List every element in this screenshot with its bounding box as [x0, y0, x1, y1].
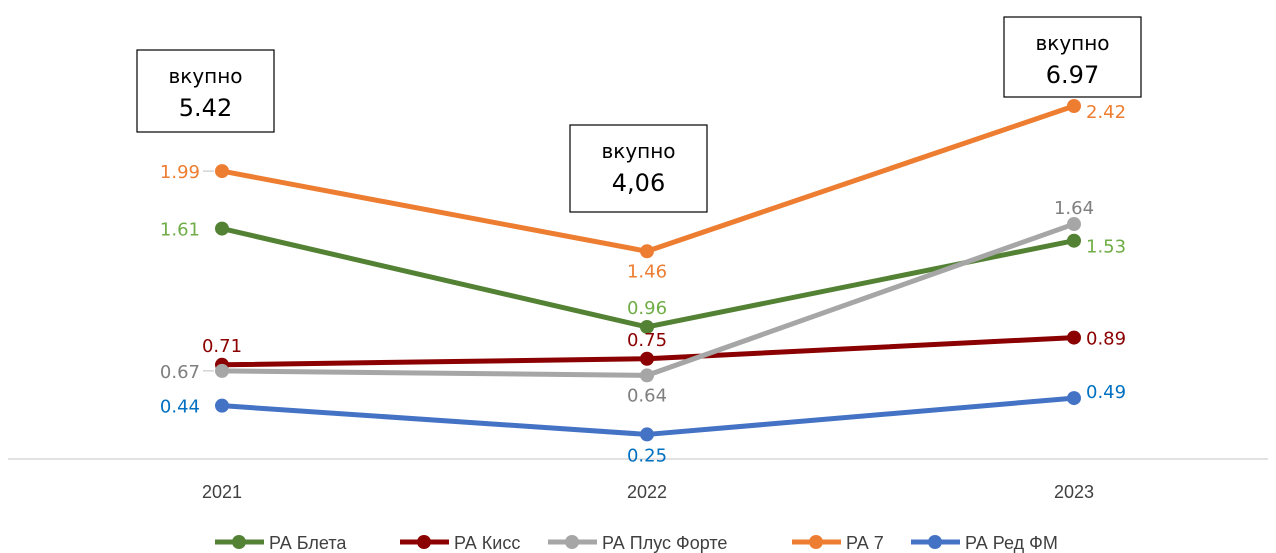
- legend-label-1: РА Кисс: [454, 533, 520, 553]
- data-point-2-0: [215, 363, 229, 378]
- total-box-label-2: вкупно: [1035, 31, 1109, 55]
- legend-label-4: РА Ред ФМ: [965, 533, 1058, 553]
- annotations-group: вкупно 5.42 вкупно 4,06 вкупно 6.97: [136, 16, 1142, 213]
- legend-label-2: РА Плус Форте: [602, 533, 727, 553]
- data-point-4-2: [1067, 391, 1081, 406]
- legend-marker-2: [565, 535, 579, 549]
- data-label-3-2: 2.42: [1086, 102, 1126, 123]
- data-label-2-2: 1.64: [1054, 198, 1094, 219]
- data-point-3-0: [215, 164, 229, 179]
- data-label-0-0: 1.61: [160, 220, 200, 241]
- total-box-0: [136, 49, 275, 133]
- data-point-4-0: [215, 398, 229, 413]
- data-label-4-1: 0.25: [627, 445, 667, 466]
- data-label-2-0: 0.67: [160, 362, 200, 383]
- data-point-1-2: [1067, 330, 1081, 345]
- data-label-1-2: 0.89: [1086, 329, 1126, 350]
- data-point-2-2: [1067, 217, 1081, 232]
- legend-label-0: РА Блета: [269, 533, 347, 553]
- data-point-0-1: [640, 319, 654, 334]
- data-point-1-1: [640, 351, 654, 366]
- data-point-2-1: [640, 368, 654, 383]
- data-label-4-2: 0.49: [1086, 382, 1126, 403]
- total-box-label-0: вкупно: [168, 64, 242, 88]
- legend-marker-1: [417, 535, 431, 549]
- legend-marker-3: [809, 535, 823, 549]
- data-point-3-2: [1067, 99, 1081, 113]
- x-tick-label-2: 2023: [1054, 482, 1094, 502]
- data-point-0-0: [215, 221, 229, 236]
- data-point-4-1: [640, 427, 654, 442]
- data-point-3-1: [640, 244, 654, 259]
- total-box-value-1: 4,06: [612, 169, 665, 197]
- x-tick-label-0: 2021: [202, 482, 242, 502]
- data-label-0-2: 1.53: [1086, 237, 1126, 258]
- data-label-1-1: 0.75: [627, 330, 667, 351]
- data-label-2-1: 0.64: [627, 385, 667, 406]
- legend: РА Блета РА Кисс РА Плус Форте РА 7 РА Ред Ф…: [215, 533, 1058, 553]
- data-label-4-0: 0.44: [160, 397, 200, 418]
- total-box-1: [569, 124, 708, 213]
- total-box-label-1: вкупно: [601, 139, 675, 163]
- total-box-2: [1003, 16, 1142, 98]
- total-box-value-2: 6.97: [1046, 61, 1099, 89]
- data-labels-group: 1.61 0.96 1.53 0.71 0.75 0.89 0.67 0.64 1.64 1.99…: [160, 102, 1126, 466]
- legend-label-3: РА 7: [846, 533, 884, 553]
- legend-marker-0: [232, 535, 246, 549]
- data-label-1-0: 0.71: [202, 336, 242, 357]
- series-points-group: [215, 99, 1081, 442]
- legend-marker-4: [928, 535, 942, 549]
- data-label-0-1: 0.96: [627, 298, 667, 319]
- x-tick-label-1: 2022: [627, 482, 667, 502]
- x-tick-labels: 2021 2022 2023: [202, 482, 1094, 502]
- data-label-3-1: 1.46: [627, 261, 667, 282]
- data-point-0-2: [1067, 233, 1081, 248]
- total-box-value-0: 5.42: [179, 94, 232, 122]
- data-label-3-0: 1.99: [160, 162, 200, 183]
